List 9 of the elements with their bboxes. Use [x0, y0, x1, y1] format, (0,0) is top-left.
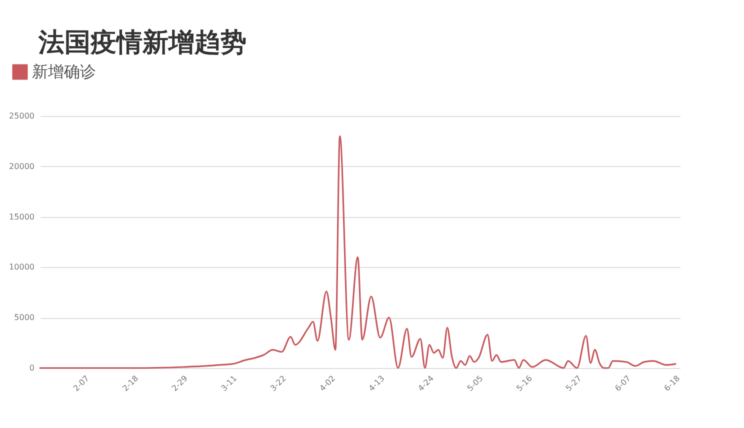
- line-series: [39, 135, 676, 369]
- y-tick-label: 20000: [9, 162, 34, 171]
- y-tick-label: 0: [29, 364, 34, 372]
- legend-label: 新增确诊: [32, 62, 96, 81]
- y-tick-label: 15000: [9, 212, 34, 222]
- y-tick-label: 5000: [14, 313, 34, 322]
- y-tick-label: 10000: [9, 262, 34, 272]
- chart-title: 法国疫情新增趋势: [38, 28, 247, 58]
- y-tick-label: 25000: [9, 112, 34, 120]
